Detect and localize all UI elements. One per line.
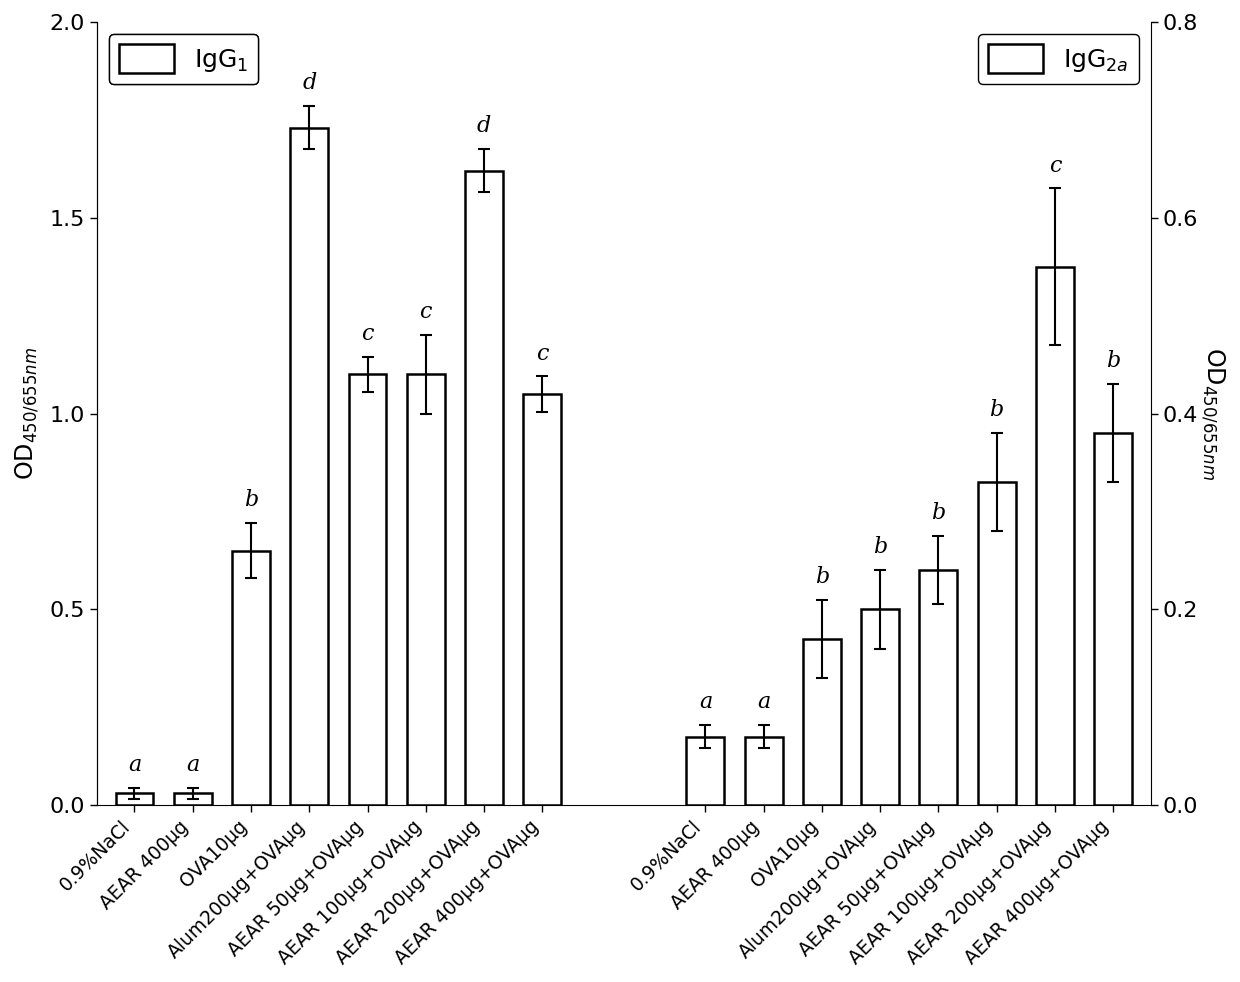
Text: b: b — [990, 400, 1003, 421]
Bar — [465, 171, 503, 805]
Bar — [804, 638, 841, 805]
Bar — [348, 374, 387, 805]
Text: a: a — [186, 754, 200, 776]
Text: c: c — [1049, 154, 1061, 177]
Text: b: b — [815, 566, 830, 588]
Text: c: c — [361, 323, 373, 345]
Bar — [1094, 433, 1132, 805]
Text: d: d — [303, 73, 316, 94]
Text: a: a — [756, 691, 770, 713]
Text: b: b — [873, 536, 888, 559]
Bar — [862, 610, 899, 805]
Bar — [977, 482, 1016, 805]
Legend: IgG$_1$: IgG$_1$ — [109, 34, 258, 84]
Bar — [174, 793, 212, 805]
Bar — [523, 394, 562, 805]
Text: a: a — [128, 754, 141, 776]
Text: d: d — [477, 116, 491, 137]
Bar — [745, 736, 782, 805]
Text: b: b — [1106, 351, 1120, 372]
Bar — [232, 551, 270, 805]
Legend: IgG$_{2a}$: IgG$_{2a}$ — [978, 34, 1138, 84]
Bar — [920, 571, 957, 805]
Text: c: c — [536, 343, 548, 364]
Bar — [290, 128, 329, 805]
Y-axis label: OD$_{450/655nm}$: OD$_{450/655nm}$ — [1199, 347, 1226, 480]
Text: a: a — [699, 691, 712, 713]
Y-axis label: OD$_{450/655nm}$: OD$_{450/655nm}$ — [14, 347, 41, 480]
Bar — [687, 736, 724, 805]
Bar — [1035, 267, 1074, 805]
Text: b: b — [244, 489, 258, 512]
Bar — [407, 374, 445, 805]
Bar — [115, 793, 154, 805]
Text: b: b — [931, 502, 946, 524]
Text: c: c — [419, 301, 432, 323]
